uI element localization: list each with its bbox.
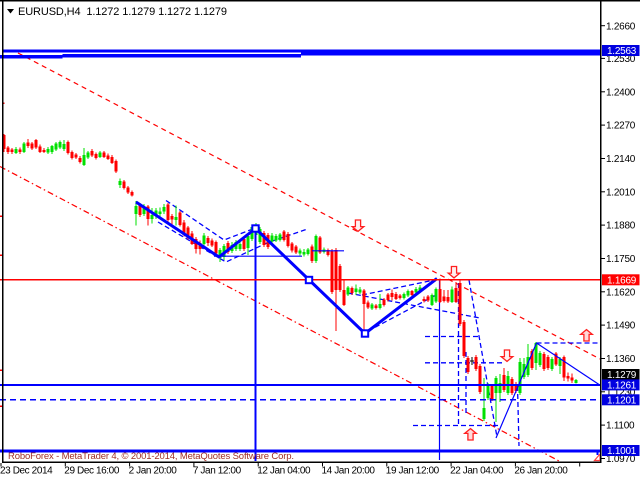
svg-text:1.2140: 1.2140 xyxy=(606,154,636,165)
svg-text:12 Jan 04:00: 12 Jan 04:00 xyxy=(257,466,311,477)
svg-text:29 Dec 16:00: 29 Dec 16:00 xyxy=(64,466,120,477)
svg-text:1.1001: 1.1001 xyxy=(607,446,637,457)
svg-text:1.2400: 1.2400 xyxy=(606,87,636,98)
svg-text:1.1750: 1.1750 xyxy=(606,254,636,265)
svg-text:2 Jan 20:00: 2 Jan 20:00 xyxy=(129,466,178,477)
svg-text:1.1100: 1.1100 xyxy=(606,421,635,432)
svg-text:1.1261: 1.1261 xyxy=(607,381,637,392)
svg-text:1.2660: 1.2660 xyxy=(606,21,636,32)
svg-text:1.1230: 1.1230 xyxy=(606,387,636,398)
svg-text:1.1620: 1.1620 xyxy=(606,287,636,298)
svg-text:1.1201: 1.1201 xyxy=(607,395,637,406)
svg-text:22 Jan 04:00: 22 Jan 04:00 xyxy=(450,466,504,477)
svg-text:23 Dec 2014: 23 Dec 2014 xyxy=(0,466,53,477)
svg-text:1.2563: 1.2563 xyxy=(607,46,637,57)
svg-text:1.2530: 1.2530 xyxy=(606,54,636,65)
svg-text:7 Jan 12:00: 7 Jan 12:00 xyxy=(193,466,242,477)
svg-text:26 Jan 20:00: 26 Jan 20:00 xyxy=(514,466,568,477)
svg-text:14 Jan 20:00: 14 Jan 20:00 xyxy=(322,466,376,477)
svg-text:1.1880: 1.1880 xyxy=(606,221,636,232)
svg-text:1.1490: 1.1490 xyxy=(606,321,636,332)
svg-text:1.0970: 1.0970 xyxy=(606,454,636,465)
svg-text:RoboForex - MetaTrader 4, © 20: RoboForex - MetaTrader 4, © 2001-2014, M… xyxy=(8,451,294,462)
svg-text:1.1360: 1.1360 xyxy=(606,354,636,365)
svg-text:1.1279: 1.1279 xyxy=(607,370,637,381)
svg-text:19 Jan 12:00: 19 Jan 12:00 xyxy=(386,466,440,477)
svg-text:EURUSD,H4 1.1272 1.1279 1.127: EURUSD,H4 1.1272 1.1279 1.1272 1.1279 xyxy=(18,6,227,18)
svg-text:1.2010: 1.2010 xyxy=(606,187,636,198)
svg-text:1.2270: 1.2270 xyxy=(606,121,636,132)
svg-text:1.1669: 1.1669 xyxy=(607,275,637,286)
